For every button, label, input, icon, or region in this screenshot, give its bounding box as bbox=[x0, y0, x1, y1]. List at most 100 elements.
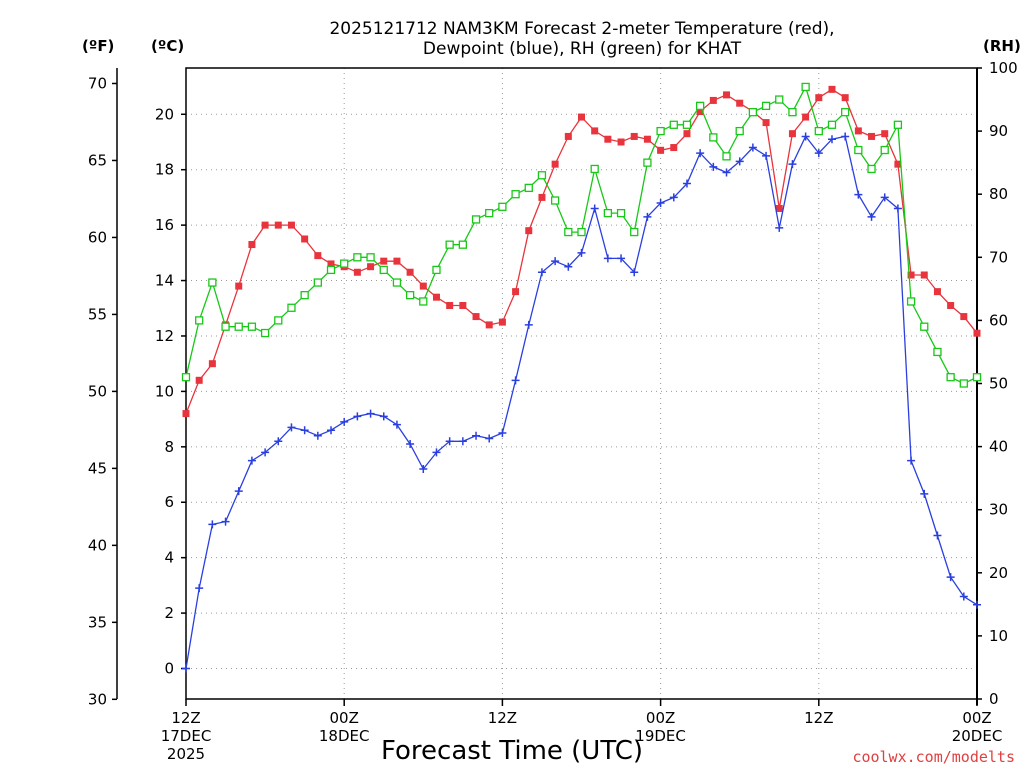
rh-tick-label-20: 20 bbox=[989, 564, 1008, 582]
rh-tick-label-90: 90 bbox=[989, 122, 1008, 140]
rh-point-60 bbox=[972, 373, 982, 382]
temperature-point-26 bbox=[525, 227, 533, 235]
x-tick-label-60-line-1: 00Z bbox=[962, 709, 991, 727]
rh-point-8 bbox=[287, 303, 296, 312]
rh-point-25 bbox=[511, 190, 520, 199]
dewpoint-point-52 bbox=[867, 212, 876, 221]
series-rh bbox=[181, 82, 982, 388]
temperature-point-36 bbox=[657, 146, 665, 154]
temperature-point-59 bbox=[960, 313, 968, 321]
temperature-point-9 bbox=[301, 235, 309, 243]
temperature-point-56 bbox=[920, 271, 928, 279]
celsius-tick-label-18: 18 bbox=[155, 161, 174, 179]
rh-point-5 bbox=[247, 322, 257, 331]
temperature-point-14 bbox=[367, 263, 375, 271]
dewpoint-point-42 bbox=[735, 157, 744, 166]
celsius-tick-label-20: 20 bbox=[155, 105, 174, 123]
data-series bbox=[181, 82, 982, 673]
temperature-point-42 bbox=[736, 99, 744, 107]
temperature-point-37 bbox=[670, 144, 678, 152]
temperature-point-5 bbox=[248, 241, 256, 249]
temperature-point-41 bbox=[723, 91, 731, 99]
dewpoint-point-3 bbox=[221, 517, 230, 526]
temperature-point-30 bbox=[578, 113, 585, 121]
dewpoint-point-0 bbox=[182, 664, 190, 673]
dewpoint-point-12 bbox=[340, 417, 349, 426]
dewpoint-point-45 bbox=[775, 223, 784, 232]
rh-point-47 bbox=[801, 82, 810, 92]
temperature-point-54 bbox=[894, 160, 902, 168]
temperature-point-7 bbox=[274, 221, 282, 229]
dewpoint-point-50 bbox=[841, 132, 850, 141]
rh-point-54 bbox=[893, 120, 903, 129]
rh-point-35 bbox=[643, 158, 652, 167]
temperature-point-18 bbox=[419, 282, 427, 290]
fahrenheit-tick-label-55: 55 bbox=[88, 305, 107, 323]
rh-point-34 bbox=[630, 227, 639, 237]
rh-point-10 bbox=[313, 278, 322, 287]
temperature-point-55 bbox=[907, 271, 915, 279]
fahrenheit-tick-label-50: 50 bbox=[88, 382, 107, 400]
rh-tick-label-100: 100 bbox=[989, 59, 1018, 77]
rh-point-40 bbox=[709, 133, 718, 142]
x-tick-label-0-line-2: 17DEC bbox=[161, 727, 212, 745]
rh-point-39 bbox=[696, 101, 705, 111]
temperature-point-1 bbox=[195, 376, 203, 384]
dewpoint-point-37 bbox=[669, 193, 678, 202]
chart-title-line-2: Dewpoint (blue), RH (green) for KHAT bbox=[423, 39, 742, 59]
temperature-point-35 bbox=[643, 135, 651, 143]
dewpoint-point-24 bbox=[498, 428, 507, 437]
dewpoint-point-33 bbox=[617, 254, 626, 263]
temperature-point-58 bbox=[947, 301, 955, 309]
dewpoint-point-23 bbox=[485, 434, 494, 443]
temperature-point-33 bbox=[617, 138, 625, 146]
rh-tick-label-10: 10 bbox=[989, 627, 1008, 645]
celsius-tick-label-4: 4 bbox=[164, 549, 174, 567]
fahrenheit-tick-label-60: 60 bbox=[88, 228, 107, 246]
rh-point-13 bbox=[353, 253, 362, 262]
dewpoint-point-10 bbox=[313, 431, 322, 440]
dewpoint-point-13 bbox=[353, 412, 362, 421]
dewpoint-point-58 bbox=[946, 573, 955, 582]
rh-point-45 bbox=[775, 95, 784, 104]
rh-tick-label-0: 0 bbox=[989, 690, 999, 708]
temperature-point-38 bbox=[683, 130, 691, 138]
rh-tick-label-80: 80 bbox=[989, 185, 1008, 203]
rh-point-55 bbox=[906, 297, 916, 306]
rh-point-19 bbox=[432, 265, 441, 275]
rh-point-42 bbox=[735, 126, 744, 136]
rh-point-0 bbox=[181, 373, 191, 382]
dewpoint-point-49 bbox=[827, 135, 836, 144]
rh-point-20 bbox=[445, 240, 454, 249]
temperature-point-31 bbox=[591, 127, 599, 135]
dewpoint-point-9 bbox=[300, 426, 309, 435]
x-tick-label-36-line-2: 19DEC bbox=[635, 727, 686, 745]
x-tick-label-60-line-2: 20DEC bbox=[952, 727, 1003, 745]
series-dewpoint bbox=[182, 132, 981, 673]
temperature-point-49 bbox=[828, 85, 836, 93]
temperature-point-17 bbox=[406, 268, 414, 276]
dewpoint-point-36 bbox=[656, 198, 665, 207]
dewpoint-point-54 bbox=[893, 204, 902, 213]
rh-point-53 bbox=[880, 145, 889, 155]
celsius-tick-label-6: 6 bbox=[164, 493, 174, 511]
fahrenheit-tick-label-70: 70 bbox=[88, 74, 107, 92]
rh-point-27 bbox=[537, 171, 547, 180]
temperature-point-22 bbox=[472, 313, 480, 321]
dewpoint-point-6 bbox=[261, 448, 270, 457]
dewpoint-point-4 bbox=[234, 487, 243, 496]
temperature-point-20 bbox=[446, 301, 454, 309]
series-temperature bbox=[182, 85, 981, 418]
dewpoint-line bbox=[185, 135, 978, 669]
rh-point-36 bbox=[656, 126, 665, 136]
dewpoint-point-14 bbox=[366, 409, 375, 418]
temperature-point-4 bbox=[235, 282, 243, 290]
rh-point-44 bbox=[761, 101, 771, 111]
rh-point-58 bbox=[946, 373, 955, 382]
dewpoint-point-57 bbox=[933, 531, 942, 540]
dewpoint-point-21 bbox=[458, 437, 467, 446]
celsius-tick-label-8: 8 bbox=[164, 438, 174, 456]
rh-point-37 bbox=[669, 120, 678, 129]
dewpoint-point-29 bbox=[564, 262, 573, 271]
